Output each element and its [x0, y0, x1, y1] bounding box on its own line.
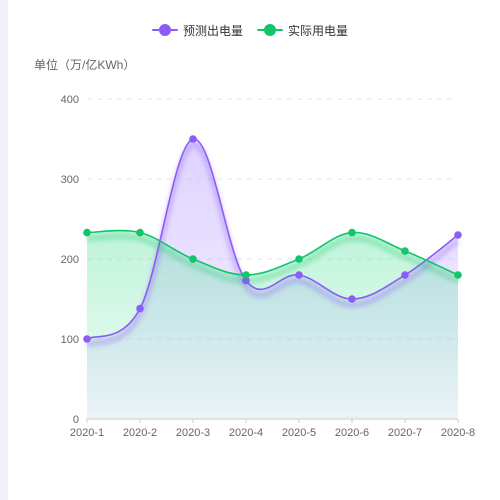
legend-item-forecast[interactable]: 预测出电量 [151, 22, 243, 39]
axes: 0 100 200 300 400 2020-1 2020-2 2020-3 2020-4 202… [61, 94, 475, 439]
y-tick-label: 400 [61, 94, 79, 106]
data-point-actual[interactable] [454, 271, 462, 279]
data-point-forecast[interactable] [295, 271, 303, 279]
y-axis-unit-label: 单位（万/亿KWh） [34, 58, 136, 72]
series-line-actual [86, 229, 459, 276]
data-point-forecast[interactable] [189, 135, 197, 143]
legend-item-actual[interactable]: 实际用电量 [257, 22, 348, 39]
x-tick-label: 2020-8 [441, 427, 475, 439]
data-point-actual[interactable] [295, 255, 303, 263]
y-tick-label: 100 [61, 334, 79, 346]
series-line-shadow-actual [86, 234, 460, 284]
x-tick-label: 2020-6 [335, 427, 369, 439]
legend-label-forecast: 预测出电量 [182, 23, 243, 38]
y-tick-label: 0 [73, 414, 79, 426]
x-tick-label: 2020-2 [123, 427, 157, 439]
x-tick-label: 2020-7 [388, 427, 422, 439]
series-areas [87, 138, 458, 419]
series-area-actual [87, 230, 458, 419]
x-tick-label: 2020-3 [176, 427, 210, 439]
series-points [83, 135, 462, 343]
legend-marker-actual-icon [257, 24, 283, 36]
data-point-actual[interactable] [83, 228, 91, 237]
data-point-actual[interactable] [136, 228, 144, 237]
data-point-forecast[interactable] [83, 335, 91, 343]
x-tick-label: 2020-5 [282, 427, 316, 439]
x-tick-label: 2020-4 [229, 427, 263, 439]
data-point-actual[interactable] [189, 255, 197, 263]
y-tick-label: 200 [61, 254, 79, 266]
data-point-forecast[interactable] [242, 276, 250, 285]
data-point-forecast[interactable] [136, 304, 144, 313]
series-line-shadow-forecast [85, 142, 460, 348]
data-point-forecast[interactable] [401, 271, 409, 279]
left-edge-strip [0, 0, 8, 500]
chart-legend: 预测出电量 实际用电量 [0, 20, 500, 40]
data-point-forecast[interactable] [454, 231, 462, 239]
data-point-forecast[interactable] [348, 295, 356, 303]
data-point-actual[interactable] [348, 228, 356, 237]
x-tick-label: 2020-1 [70, 427, 104, 439]
data-point-actual[interactable] [242, 271, 250, 279]
data-point-actual[interactable] [401, 247, 409, 255]
legend-label-actual: 实际用电量 [288, 23, 349, 38]
y-tick-label: 300 [61, 174, 79, 186]
legend-marker-forecast-icon [151, 24, 178, 36]
